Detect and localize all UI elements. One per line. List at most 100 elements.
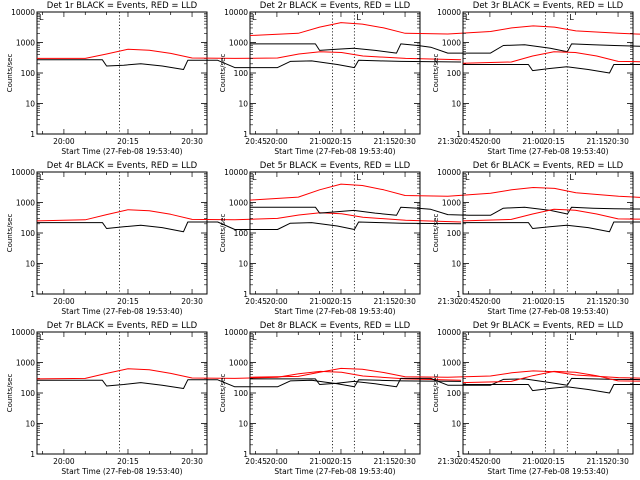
x-tick-label: 21:00 bbox=[309, 297, 331, 306]
y-tick-label: 10000 bbox=[224, 168, 248, 177]
y-tick-label: 100 bbox=[234, 389, 249, 398]
y-tick-label: 10 bbox=[238, 260, 248, 269]
y-tick-label: 1000 bbox=[442, 39, 461, 48]
panel: Det 8r BLACK = Events, RED = LLD 1 10 100 10… bbox=[219, 321, 640, 476]
y-tick-label: 1000 bbox=[16, 359, 35, 368]
lld-series-line bbox=[462, 208, 640, 222]
y-tick-label: 10 bbox=[451, 100, 461, 109]
y-tick-label: 1000 bbox=[229, 359, 248, 368]
panel: Det 1r BLACK = Events, RED = LLD 1 10 100 10… bbox=[6, 1, 462, 156]
x-tick-label: 21:15 bbox=[373, 297, 395, 306]
x-tick-label: 20:30 bbox=[394, 137, 416, 146]
y-tick-label: 10000 bbox=[224, 328, 248, 337]
x-tick-label: 20:15 bbox=[117, 297, 139, 306]
x-tick-label: 20:00 bbox=[479, 457, 501, 466]
x-tick-label: 20:15 bbox=[330, 457, 352, 466]
x-tick-label: 21:30 bbox=[438, 297, 460, 306]
y-tick-label: 100 bbox=[21, 389, 36, 398]
y-tick-label: 1000 bbox=[229, 199, 248, 208]
x-tick-label: 20:00 bbox=[53, 457, 75, 466]
panel: Det 3r BLACK = Events, RED = LLD 1 10 100 10… bbox=[432, 1, 640, 156]
x-tick-label: 21:30 bbox=[438, 457, 460, 466]
panel: Det 7r BLACK = Events, RED = LLD 1 10 100 10… bbox=[6, 321, 462, 476]
lld-series-line bbox=[462, 370, 640, 384]
y-tick-label: 100 bbox=[234, 229, 249, 238]
marker-flag: L bbox=[356, 173, 361, 182]
x-tick-label: 20:45 bbox=[458, 297, 480, 306]
x-tick-label: 21:30 bbox=[438, 137, 460, 146]
x-tick-label: 21:15 bbox=[586, 457, 608, 466]
marker-flag: L bbox=[569, 173, 574, 182]
plot-frame bbox=[36, 171, 208, 295]
lld-series-line bbox=[37, 48, 462, 61]
x-tick-label: 21:00 bbox=[522, 457, 544, 466]
x-tick-label: 21:00 bbox=[309, 137, 331, 146]
x-tick-label: 20:00 bbox=[266, 457, 288, 466]
x-tick-label: 20:00 bbox=[479, 137, 501, 146]
y-tick-label: 10 bbox=[238, 420, 248, 429]
y-axis-label: Counts/sec bbox=[219, 54, 227, 93]
events-series-line bbox=[250, 377, 640, 388]
x-tick-label: 21:00 bbox=[522, 297, 544, 306]
events-series-line bbox=[463, 221, 640, 233]
y-tick-label: 1 bbox=[456, 290, 461, 299]
y-tick-label: 100 bbox=[447, 229, 462, 238]
y-tick-label: 10000 bbox=[437, 8, 461, 17]
x-tick-label: 20:30 bbox=[607, 457, 629, 466]
y-axis-label: Counts/sec bbox=[219, 214, 227, 253]
x-axis-label: Start Time (27-Feb-08 19:53:40) bbox=[487, 467, 608, 476]
x-tick-label: 20:15 bbox=[117, 137, 139, 146]
x-tick-label: 21:15 bbox=[586, 137, 608, 146]
y-tick-label: 100 bbox=[21, 229, 36, 238]
y-tick-label: 1000 bbox=[442, 359, 461, 368]
x-tick-label: 20:15 bbox=[543, 137, 565, 146]
y-tick-label: 1000 bbox=[16, 39, 35, 48]
lld-series-line bbox=[249, 183, 640, 201]
y-tick-label: 1 bbox=[456, 450, 461, 459]
y-axis-label: Counts/sec bbox=[6, 374, 14, 413]
x-tick-label: 21:00 bbox=[522, 137, 544, 146]
panel-title: Det 6r BLACK = Events, RED = LLD bbox=[473, 161, 624, 171]
y-tick-label: 1 bbox=[30, 290, 35, 299]
marker-flag: L bbox=[465, 173, 470, 182]
y-tick-label: 1 bbox=[30, 130, 35, 139]
marker-flag: L bbox=[252, 173, 257, 182]
panel-title: Det 9r BLACK = Events, RED = LLD bbox=[473, 321, 624, 331]
y-axis-label: Counts/sec bbox=[432, 54, 440, 93]
y-axis-label: Counts/sec bbox=[6, 214, 14, 253]
panel: Det 2r BLACK = Events, RED = LLD 1 10 100 10… bbox=[219, 1, 640, 156]
marker-flag: L bbox=[356, 333, 361, 342]
y-tick-label: 10 bbox=[451, 420, 461, 429]
marker-flag: L bbox=[569, 333, 574, 342]
y-tick-label: 1000 bbox=[442, 199, 461, 208]
y-tick-label: 10 bbox=[25, 100, 35, 109]
panel: Det 9r BLACK = Events, RED = LLD 1 10 100 10… bbox=[432, 321, 640, 476]
events-series-line bbox=[250, 206, 640, 216]
y-tick-label: 1000 bbox=[16, 199, 35, 208]
x-axis-label: Start Time (27-Feb-08 19:53:40) bbox=[61, 147, 182, 156]
lld-series-line bbox=[36, 368, 462, 381]
x-tick-label: 20:00 bbox=[266, 137, 288, 146]
marker-flag: L bbox=[39, 333, 44, 342]
panel-title: Det 4r BLACK = Events, RED = LLD bbox=[47, 161, 198, 171]
x-tick-label: 20:00 bbox=[266, 297, 288, 306]
events-series-line bbox=[463, 384, 640, 394]
panel-title: Det 8r BLACK = Events, RED = LLD bbox=[260, 321, 411, 331]
x-tick-label: 20:15 bbox=[330, 297, 352, 306]
panel-title: Det 1r BLACK = Events, RED = LLD bbox=[47, 1, 198, 11]
x-axis-label: Start Time (27-Feb-08 19:53:40) bbox=[487, 307, 608, 316]
y-tick-label: 10 bbox=[25, 420, 35, 429]
y-tick-label: 1 bbox=[30, 450, 35, 459]
plot-frame bbox=[249, 171, 421, 295]
y-tick-label: 100 bbox=[234, 69, 249, 78]
lld-series-line bbox=[249, 22, 640, 36]
marker-flag: L bbox=[465, 333, 470, 342]
marker-flag: L bbox=[569, 13, 574, 22]
x-tick-label: 20:30 bbox=[181, 137, 203, 146]
panel-title: Det 7r BLACK = Events, RED = LLD bbox=[47, 321, 198, 331]
y-tick-label: 10 bbox=[451, 260, 461, 269]
panel: Det 5r BLACK = Events, RED = LLD 1 10 100 10… bbox=[219, 161, 640, 316]
plot-frame bbox=[36, 331, 208, 455]
y-tick-label: 1 bbox=[456, 130, 461, 139]
